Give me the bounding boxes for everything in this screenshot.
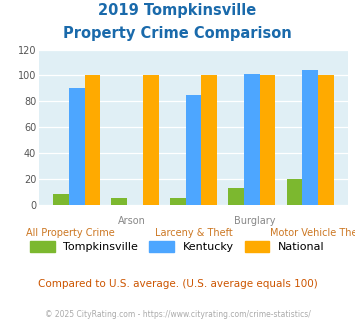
Bar [69, 88, 84, 205]
Bar [53, 194, 69, 205]
Bar [302, 70, 318, 205]
Bar [170, 198, 186, 205]
Text: All Property Crime: All Property Crime [26, 228, 114, 238]
Bar [318, 75, 334, 205]
Bar [111, 198, 127, 205]
Bar [186, 95, 201, 205]
Text: Arson: Arson [118, 216, 146, 226]
Text: Property Crime Comparison: Property Crime Comparison [63, 26, 292, 41]
Text: Burglary: Burglary [235, 216, 276, 226]
Text: Motor Vehicle Theft: Motor Vehicle Theft [270, 228, 355, 238]
Bar [84, 75, 100, 205]
Bar [260, 75, 275, 205]
Bar [286, 179, 302, 205]
Bar [244, 74, 260, 205]
Bar [228, 188, 244, 205]
Text: 2019 Tompkinsville: 2019 Tompkinsville [98, 3, 257, 18]
Text: Larceny & Theft: Larceny & Theft [154, 228, 233, 238]
Bar [201, 75, 217, 205]
Bar [143, 75, 159, 205]
Text: © 2025 CityRating.com - https://www.cityrating.com/crime-statistics/: © 2025 CityRating.com - https://www.city… [45, 310, 310, 319]
Text: Compared to U.S. average. (U.S. average equals 100): Compared to U.S. average. (U.S. average … [38, 279, 317, 289]
Legend: Tompkinsville, Kentucky, National: Tompkinsville, Kentucky, National [26, 237, 329, 256]
